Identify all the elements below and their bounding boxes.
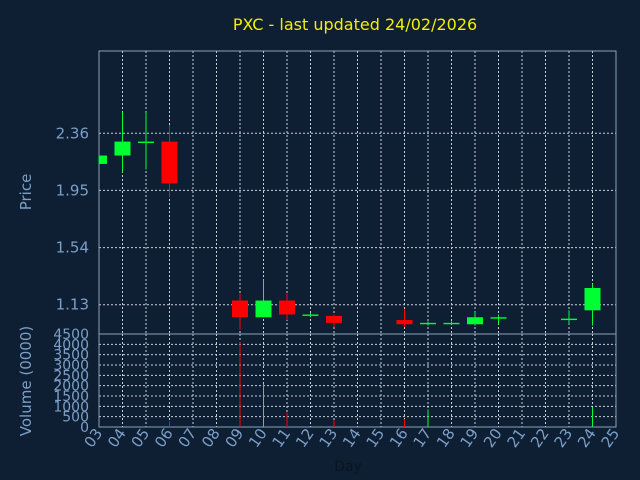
price-tick-labels: 2.36 1.95 1.54 1.13 — [56, 124, 89, 313]
x-tick-label: 18 — [433, 425, 459, 451]
volume-tick-label: 1000 — [53, 399, 89, 415]
x-tick-labels: 0304050607080910111213141516171819202122… — [81, 425, 624, 451]
volume-axis-label: Volume (0000) — [17, 326, 35, 436]
volume-tick-label: 2000 — [53, 379, 89, 395]
candle-body — [232, 300, 248, 318]
volume-gridlines — [99, 334, 616, 427]
volume-tick-label: 4500 — [53, 327, 89, 343]
price-tick-label: 1.54 — [56, 239, 89, 257]
volume-tick-label: 2500 — [53, 368, 89, 384]
x-tick-label: 15 — [363, 425, 389, 451]
volume-tick-label: 0 — [80, 420, 89, 436]
candles — [98, 112, 601, 330]
candle-body — [255, 300, 272, 318]
volume-panel-frame — [98, 333, 617, 428]
volume-tick-label: 500 — [62, 410, 89, 426]
candle-body — [302, 314, 319, 316]
x-tick-label: 21 — [504, 425, 530, 451]
x-axis-label: Day — [334, 459, 362, 475]
candle-body — [114, 141, 131, 156]
x-tick-label: 08 — [198, 425, 224, 451]
candle-body — [138, 141, 154, 144]
x-tick-label: 17 — [410, 425, 436, 451]
x-tick-label: 11 — [269, 425, 295, 451]
x-tick-label: 06 — [151, 425, 177, 451]
x-tick-label: 10 — [245, 425, 271, 451]
candle-body — [396, 320, 413, 325]
x-tick-label: 19 — [457, 425, 483, 451]
x-tick-label: 25 — [598, 425, 624, 451]
x-tick-label: 05 — [128, 425, 154, 451]
x-tick-label: 22 — [527, 425, 553, 451]
candle-body — [584, 287, 601, 311]
x-tick-label: 07 — [175, 425, 201, 451]
chart-title: PXC - last updated 24/02/2026 — [233, 15, 477, 34]
price-axis-label: Price — [17, 174, 35, 211]
candle-body — [490, 317, 507, 319]
x-tick-label: 14 — [339, 425, 365, 451]
volume-tick-label: 3000 — [53, 358, 89, 374]
volume-tick-label: 3500 — [53, 348, 89, 364]
x-tick-label: 04 — [104, 425, 130, 451]
price-tick-label: 1.13 — [56, 296, 89, 314]
x-tick-label: 09 — [222, 425, 248, 451]
candle-body — [420, 322, 436, 325]
x-tick-label: 20 — [480, 425, 506, 451]
price-tick-label: 1.95 — [56, 181, 89, 199]
candle-body — [561, 318, 577, 321]
x-tick-label: 13 — [316, 425, 342, 451]
candle-body — [443, 322, 460, 325]
volume-bars — [169, 342, 593, 427]
x-tick-label: 24 — [574, 425, 600, 451]
volume-tick-label: 4000 — [53, 337, 89, 353]
x-tick-label: 12 — [292, 425, 318, 451]
candle-body — [467, 317, 483, 325]
candle-body — [161, 141, 178, 184]
candle-body — [279, 300, 295, 315]
candle-body — [326, 315, 342, 323]
x-tick-label: 23 — [551, 425, 577, 451]
price-gridlines — [99, 51, 616, 334]
price-tick-label: 2.36 — [56, 124, 89, 142]
x-tick-label: 16 — [386, 425, 412, 451]
candle-body — [99, 155, 107, 164]
volume-tick-label: 1500 — [53, 389, 89, 405]
